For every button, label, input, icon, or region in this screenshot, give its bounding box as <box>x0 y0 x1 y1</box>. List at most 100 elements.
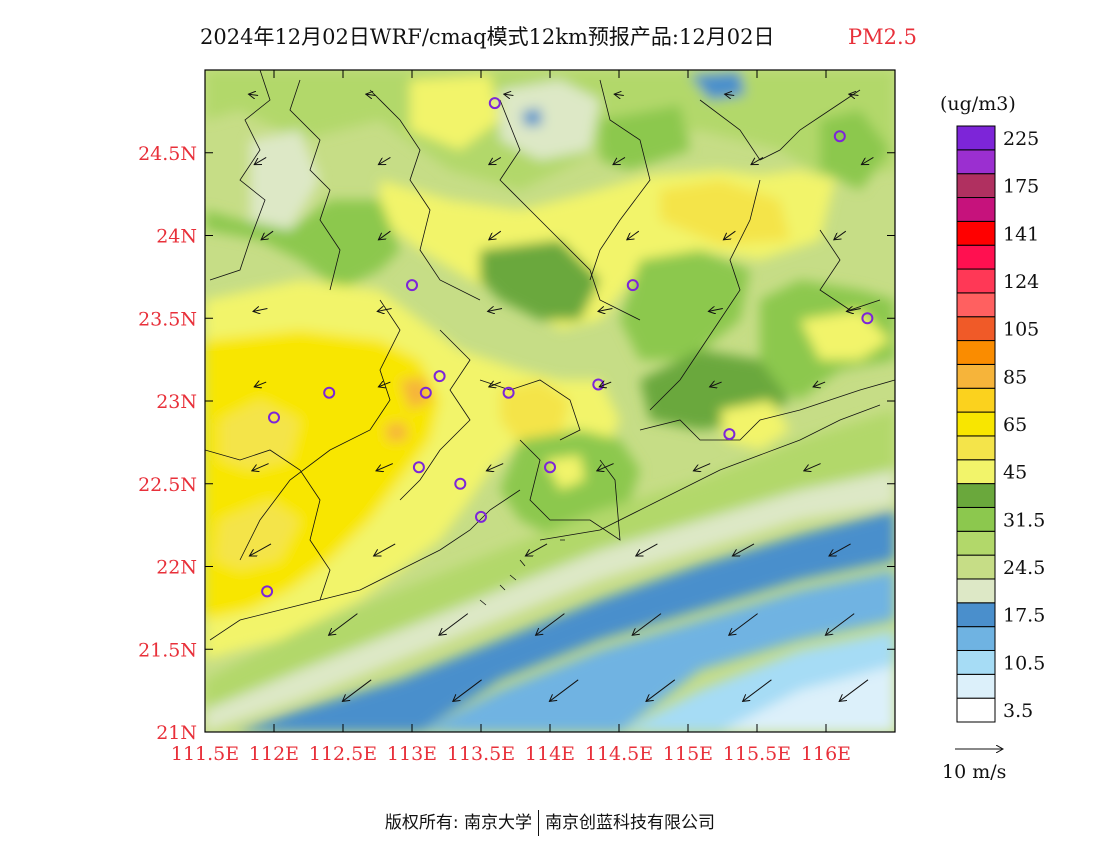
wind-arrow <box>252 463 269 471</box>
colorbar-label: 3.5 <box>1003 700 1033 722</box>
colorbar-swatch <box>956 197 996 222</box>
lon-tick-label: 112.5E <box>309 743 377 765</box>
wind-arrow <box>804 463 821 471</box>
station-marker <box>433 370 446 383</box>
colorbar-swatch <box>956 149 996 175</box>
wind-arrow <box>378 382 391 387</box>
station-marker <box>723 428 736 441</box>
lon-tick-label: 113E <box>387 743 437 765</box>
wind-arrow <box>486 463 504 471</box>
colorbar-swatch <box>956 268 996 294</box>
map-title: 2024年12月02日WRF/cmaq模式12km预报产品:12月02日 <box>200 25 774 49</box>
lat-tick-label: 24.5N <box>138 143 197 165</box>
wind-arrow <box>632 613 662 636</box>
wind-arrow <box>636 543 658 556</box>
wind-arrow <box>751 156 764 164</box>
wind-arrow <box>549 679 579 702</box>
wind-arrow <box>366 94 376 95</box>
colorbar-swatch <box>956 554 996 580</box>
wind-arrow <box>646 679 676 702</box>
colorbar-unit-label: (ug/m3) <box>940 93 1016 115</box>
lat-tick-label: 22.5N <box>138 474 197 496</box>
copyright-prefix: 版权所有: 南京大学 <box>384 813 533 833</box>
wind-arrow <box>261 230 274 240</box>
colorbar-swatch <box>956 387 996 413</box>
colorbar-swatch <box>956 220 996 246</box>
station-marker <box>861 312 874 325</box>
pm25-concentration-field <box>205 70 895 732</box>
wind-arrow <box>627 230 640 240</box>
admin-boundaries <box>205 70 895 641</box>
wind-arrow <box>825 613 855 636</box>
lon-tick-label: 113.5E <box>447 743 515 765</box>
colorbar-label: 175 <box>1003 176 1039 198</box>
wind-scale-label: 10 m/s <box>942 761 1006 783</box>
colorbar-swatch <box>956 435 996 461</box>
wind-arrow <box>249 543 272 556</box>
lat-tick-label: 21N <box>156 722 197 744</box>
station-marker <box>488 97 501 110</box>
wind-arrow <box>813 382 826 387</box>
colorbar-swatch <box>956 173 996 199</box>
wind-arrow <box>453 679 482 702</box>
wind-arrow <box>504 94 514 95</box>
colorbar-swatch <box>956 578 996 604</box>
wind-arrow <box>253 309 268 312</box>
wind-arrow <box>377 309 392 312</box>
wind-arrow <box>834 230 847 240</box>
station-marker <box>454 477 467 490</box>
station-marker <box>626 279 639 292</box>
colorbar: 3.5 10.5 17.5 24.5 31.5 45 65 85 105 124 141 175 225 <box>956 125 1045 723</box>
wind-arrow <box>839 679 869 702</box>
wind-arrow <box>374 543 396 556</box>
lon-tick-label: 111.5E <box>171 743 239 765</box>
colorbar-swatch <box>956 411 996 437</box>
map-axes: 111.5E 112E 112.5E 113E 113.5E 114E 114.5E 115E… <box>138 70 895 765</box>
lon-tick-label: 112E <box>249 743 299 765</box>
station-marker <box>261 585 274 598</box>
colorbar-label: 45 <box>1003 462 1027 484</box>
colorbar-label: 65 <box>1003 414 1027 436</box>
wind-arrow <box>613 156 626 164</box>
colorbar-label: 17.5 <box>1003 605 1045 627</box>
colorbar-label: 105 <box>1003 319 1039 341</box>
colorbar-label: 124 <box>1003 271 1039 293</box>
wind-arrow <box>536 613 565 636</box>
wind-arrow <box>861 156 874 164</box>
lon-tick-label: 114E <box>525 743 575 765</box>
wind-arrow <box>378 156 391 164</box>
wind-arrow <box>439 613 469 636</box>
colorbar-swatch <box>956 697 996 723</box>
colorbar-swatch <box>956 244 996 270</box>
monitoring-stations <box>261 97 874 598</box>
colorbar-label: 31.5 <box>1003 509 1045 531</box>
copyright-suffix: 南京创蓝科技有限公司 <box>545 813 716 833</box>
wind-arrow <box>723 230 736 240</box>
wind-arrow <box>254 382 267 387</box>
colorbar-swatch <box>956 459 996 485</box>
colorbar-swatch <box>956 673 996 699</box>
colorbar-swatch <box>956 125 996 151</box>
wind-scale-legend: 10 m/s <box>942 749 1006 783</box>
lon-tick-label: 115E <box>663 743 713 765</box>
station-marker <box>502 386 515 399</box>
copyright-separator <box>538 810 540 836</box>
wind-arrow <box>598 309 613 312</box>
wind-arrow <box>849 94 859 95</box>
colorbar-swatch <box>956 363 996 389</box>
colorbar-swatch <box>956 506 996 532</box>
lon-tick-label: 115.5E <box>723 743 791 765</box>
wind-arrow <box>342 679 372 702</box>
wind-arrow <box>732 543 755 556</box>
wind-arrow <box>376 463 393 471</box>
station-marker <box>419 386 432 399</box>
colorbar-swatch <box>956 292 996 318</box>
wind-arrow <box>525 543 548 556</box>
colorbar-label: 85 <box>1003 366 1027 388</box>
station-marker <box>323 386 336 399</box>
wind-arrow <box>599 382 612 387</box>
wind-arrow <box>597 463 614 471</box>
wind-arrow <box>489 156 502 164</box>
colorbar-swatch <box>956 340 996 365</box>
